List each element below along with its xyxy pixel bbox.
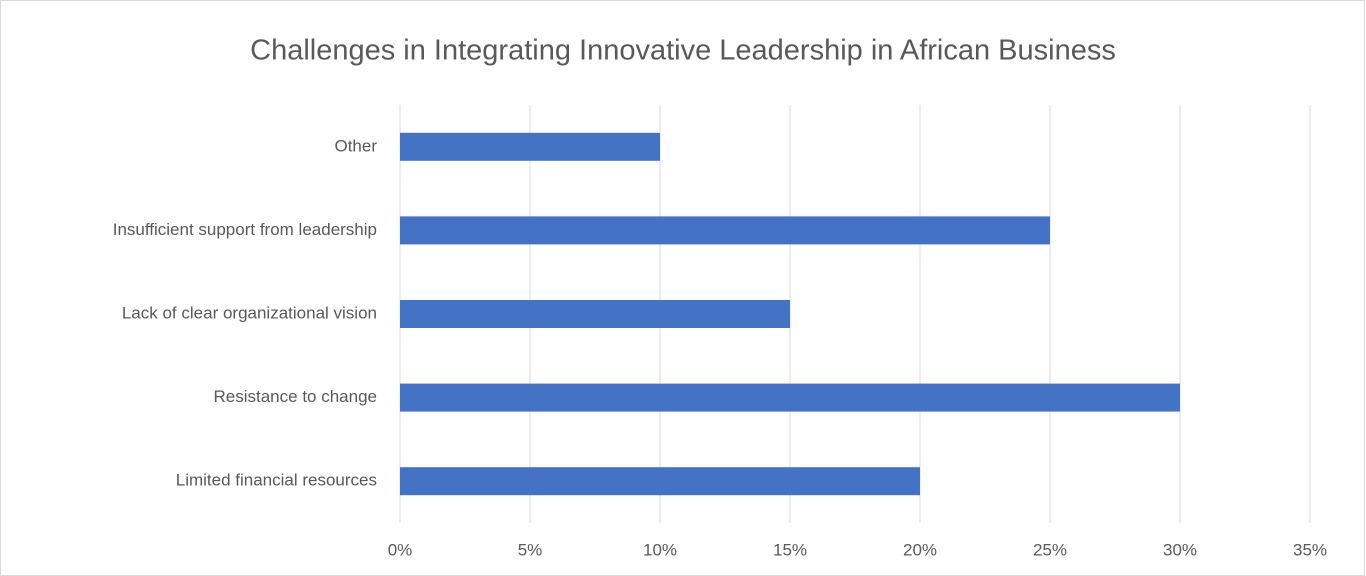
bar: [400, 132, 660, 161]
x-tick-label: 20%: [903, 540, 937, 559]
x-tick-label: 5%: [518, 540, 543, 559]
bar: [400, 467, 920, 496]
x-tick-label: 15%: [773, 540, 807, 559]
x-tick-label: 25%: [1033, 540, 1067, 559]
x-tick-label: 35%: [1293, 540, 1327, 559]
y-tick-label: Lack of clear organizational vision: [122, 303, 377, 322]
bar: [400, 383, 1180, 412]
bar: [400, 216, 1050, 245]
x-tick-label: 10%: [643, 540, 677, 559]
y-tick-label: Limited financial resources: [176, 471, 377, 490]
y-tick-label: Other: [334, 136, 377, 155]
y-tick-label: Insufficient support from leadership: [113, 220, 377, 239]
x-tick-label: 30%: [1163, 540, 1197, 559]
chart-title: Challenges in Integrating Innovative Lea…: [250, 35, 1116, 67]
y-tick-label: Resistance to change: [214, 387, 378, 406]
x-tick-label: 0%: [388, 540, 413, 559]
bar: [400, 300, 790, 328]
